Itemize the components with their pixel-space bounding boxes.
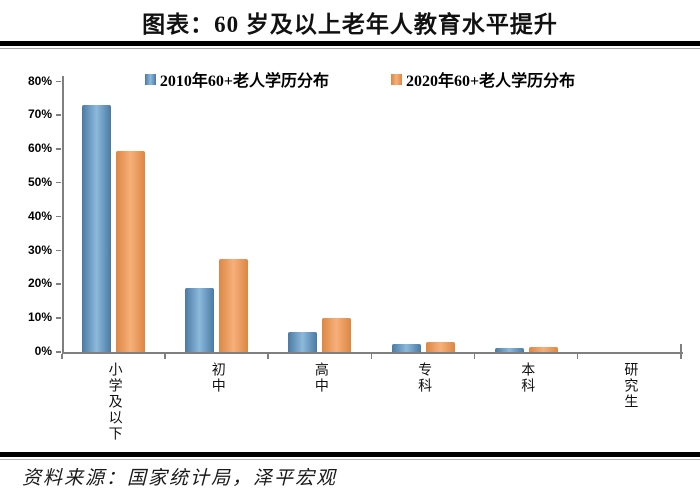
y-tick-label: 0%: [34, 344, 52, 358]
legend-label-2010: 2010年60+老人学历分布: [159, 73, 329, 90]
bar-series1-cat5: [494, 347, 524, 352]
y-axis-tick: [56, 80, 61, 82]
bar-series1-cat3: [288, 331, 318, 352]
x-axis-tick: [267, 354, 269, 359]
x-axis-tick: [680, 354, 682, 359]
top-divider-shadow: [0, 48, 700, 49]
legend-item-2010: 2010年60+老人学历分布: [144, 67, 329, 91]
y-tick-label: 60%: [27, 141, 52, 156]
axis-end-tick: [680, 344, 682, 352]
y-tick-label: 20%: [27, 276, 52, 291]
bar-series2-cat2: [219, 259, 249, 352]
y-axis-tick: [56, 114, 61, 116]
x-category-label: 初中: [209, 362, 225, 394]
source-note: 资料来源：国家统计局，泽平宏观: [22, 468, 338, 489]
bar-series2-cat5: [528, 346, 558, 352]
x-axis-tick: [576, 354, 579, 359]
x-category-label: 专科: [416, 362, 432, 394]
bar-series1-cat1: [82, 105, 112, 352]
legend-swatch-2010: [144, 73, 156, 85]
y-axis-tick: [56, 317, 61, 319]
x-axis-tick: [61, 354, 63, 359]
y-axis-tick: [56, 283, 61, 285]
y-axis-tick: [56, 215, 61, 218]
top-divider: [0, 41, 700, 46]
legend-item-2020: 2020年60+老人学历分布: [391, 67, 575, 91]
x-category-label: 本科: [519, 362, 535, 394]
legend-label-2020: 2020年60+老人学历分布: [406, 73, 576, 90]
legend-swatch-2020: [391, 73, 402, 85]
y-axis-tick: [56, 351, 61, 353]
x-category-label: 研究生: [622, 362, 638, 410]
y-tick-label: 40%: [27, 208, 52, 223]
x-category-label: 高中: [312, 362, 328, 394]
y-tick-label: 50%: [27, 174, 52, 189]
bar-series1-cat2: [185, 287, 215, 352]
chart-legend: 2010年60+老人学历分布 2020年60+老人学历分布: [40, 67, 680, 91]
y-tick-label: 80%: [27, 73, 52, 88]
y-tick-label: 30%: [27, 242, 52, 257]
page-title: 图表：60 岁及以上老年人教育水平提升: [142, 12, 558, 37]
bottom-divider-shadow: [0, 459, 700, 460]
x-axis-tick: [370, 354, 372, 359]
y-axis-tick: [56, 181, 61, 184]
y-tick-label: 70%: [27, 107, 52, 122]
y-axis-tick: [56, 148, 61, 150]
x-axis-tick: [164, 354, 166, 359]
bar-series2-cat4: [425, 341, 455, 352]
bar-series2-cat1: [116, 150, 146, 352]
plot-area: [62, 76, 683, 354]
bar-series2-cat3: [322, 318, 352, 352]
y-tick-label: 10%: [27, 310, 52, 325]
x-category-label: 小学及以下: [106, 362, 122, 442]
y-axis-tick: [56, 249, 61, 252]
bottom-divider: [0, 452, 700, 457]
x-axis-tick: [473, 354, 476, 359]
bar-series1-cat4: [391, 343, 421, 352]
